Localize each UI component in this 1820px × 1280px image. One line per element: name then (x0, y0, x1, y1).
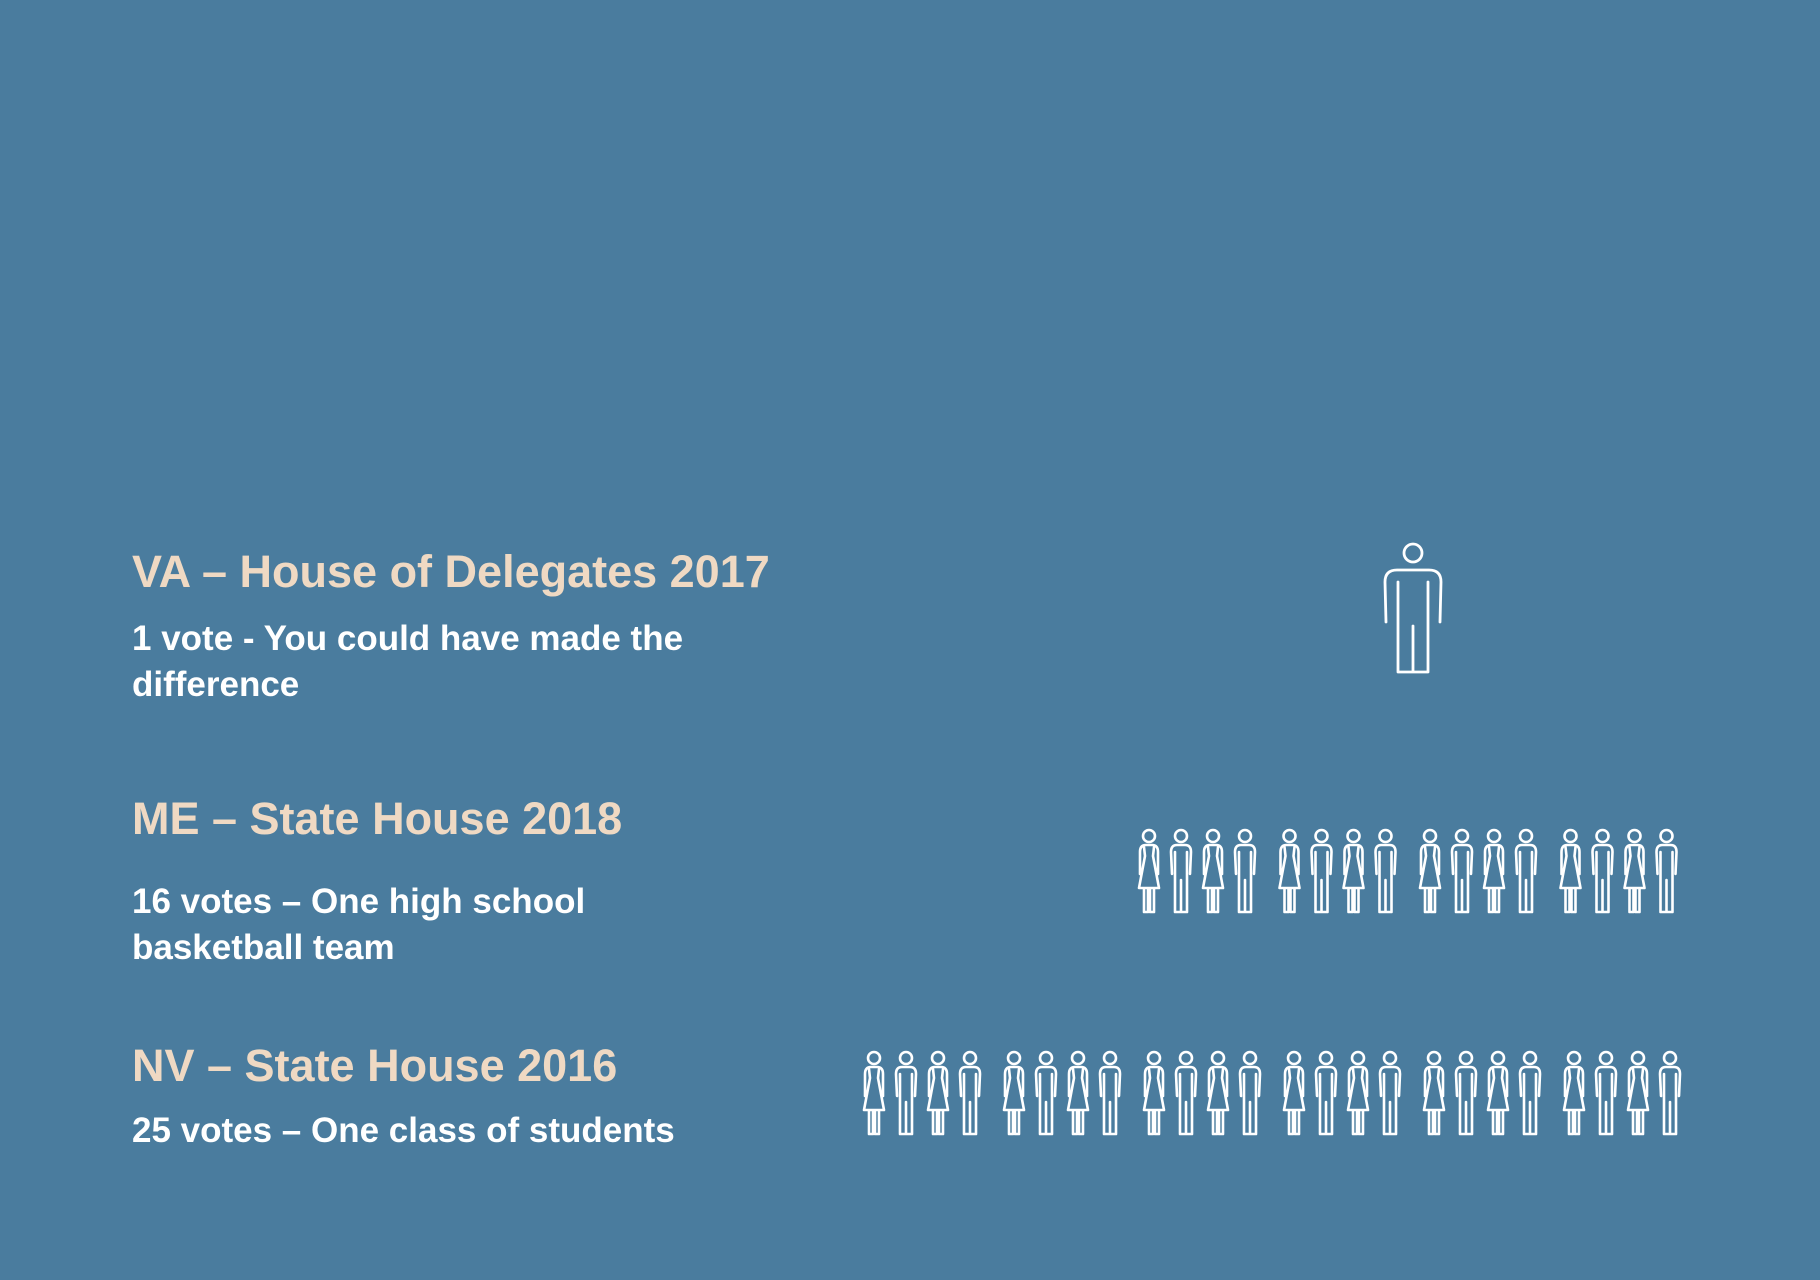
woman-icon (1482, 828, 1506, 914)
man-icon (1655, 828, 1678, 914)
woman-icon (1346, 1050, 1370, 1136)
woman-icon (862, 1050, 886, 1136)
woman-icon (1562, 1050, 1586, 1136)
man-icon (1591, 828, 1614, 914)
woman-icon (1137, 828, 1161, 914)
man-icon (1233, 828, 1257, 914)
man-icon (1454, 1050, 1478, 1136)
man-icon (1374, 828, 1397, 914)
woman-icon (1066, 1050, 1090, 1136)
row-caption: 1 vote - You could have made the differe… (132, 619, 684, 704)
woman-icon (1002, 1050, 1026, 1136)
man-icon (1450, 828, 1474, 914)
person-icon (1383, 542, 1443, 674)
woman-icon (1342, 828, 1365, 914)
woman-icon (1418, 828, 1442, 914)
man-icon (1314, 1050, 1338, 1136)
man-icon (1034, 1050, 1058, 1136)
woman-icon (1559, 828, 1582, 914)
man-icon (1238, 1050, 1262, 1136)
row-caption: 25 votes – One class of students (132, 1111, 675, 1150)
woman-icon (1201, 828, 1225, 914)
woman-icon (1278, 828, 1301, 914)
man-icon (1518, 1050, 1542, 1136)
row-heading: NV – State House 2016 (132, 1040, 618, 1091)
man-icon (1658, 1050, 1682, 1136)
row-caption: 16 votes – One high school basketball te… (132, 882, 586, 967)
woman-icon (1486, 1050, 1510, 1136)
man-icon (958, 1050, 982, 1136)
man-icon (1594, 1050, 1618, 1136)
man-icon (894, 1050, 918, 1136)
woman-icon (1206, 1050, 1230, 1136)
man-icon (1378, 1050, 1402, 1136)
woman-icon (1626, 1050, 1650, 1136)
man-icon (1098, 1050, 1122, 1136)
woman-icon (926, 1050, 950, 1136)
row-heading: VA – House of Delegates 2017 (132, 546, 770, 597)
woman-icon (1142, 1050, 1166, 1136)
man-icon (1310, 828, 1333, 914)
woman-icon (1282, 1050, 1306, 1136)
woman-icon (1623, 828, 1646, 914)
man-icon (1514, 828, 1538, 914)
row-heading: ME – State House 2018 (132, 793, 623, 844)
man-icon (1174, 1050, 1198, 1136)
woman-icon (1422, 1050, 1446, 1136)
man-icon (1169, 828, 1193, 914)
